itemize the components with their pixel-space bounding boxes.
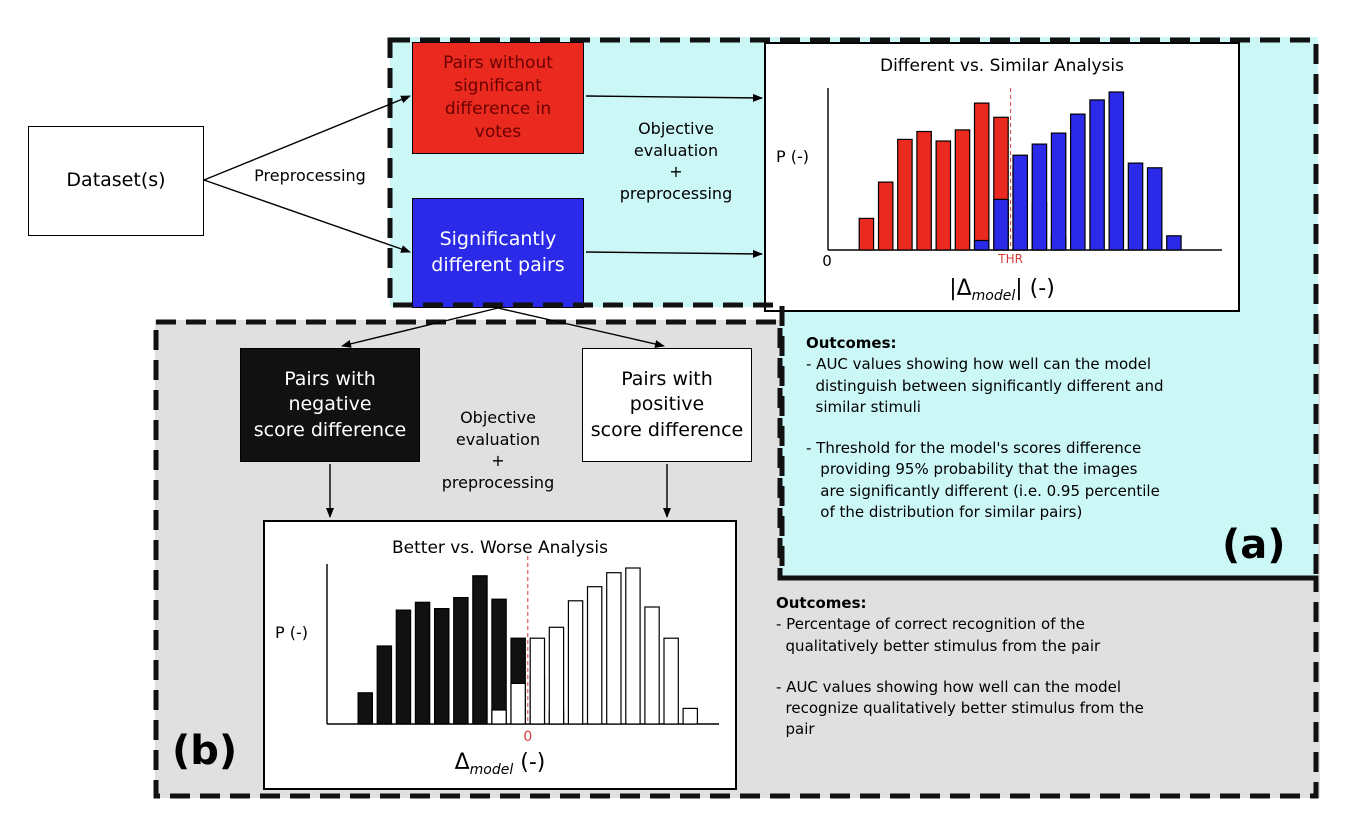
positive-score-pairs-node: Pairs with positive score difference: [582, 348, 752, 462]
outcomes-b: Outcomes: - Percentage of correct recogn…: [776, 593, 1296, 741]
arrow-dataset-to-sig: [203, 179, 411, 253]
significantly-different-pairs-node: Significantly different pairs: [412, 198, 584, 308]
chart-a-ylabel: P (-): [776, 147, 809, 166]
chart-a-title: Different vs. Similar Analysis: [880, 56, 1124, 76]
different-vs-similar-chart: Different vs. Similar Analysis P (-) 0 T…: [776, 56, 1222, 304]
outcomes-b-item-1: - Percentage of correct recognition of t…: [776, 615, 1101, 655]
chart-a-bar: [973, 102, 990, 251]
preprocessing-label: Preprocessing: [254, 166, 366, 185]
chart-b-bar: [663, 637, 679, 725]
chart-a-bar: [858, 217, 875, 251]
chart-a-bar: [1070, 113, 1086, 251]
chart-a-bar: [1166, 235, 1182, 251]
chart-b-xlabel-tail: (-): [513, 750, 545, 775]
pos-pairs-label: Pairs with positive score difference: [590, 367, 744, 441]
chart-a-bars: [858, 91, 1182, 251]
chart-b-bar: [548, 626, 565, 725]
chart-a-bar: [935, 140, 952, 251]
chart-b-bar: [453, 596, 469, 725]
chart-a-origin-label: 0: [822, 252, 832, 270]
chart-b-bar: [625, 567, 641, 725]
objective-evaluation-label-b: Objective evaluation + preprocessing: [441, 408, 555, 492]
chart-a-xlabel-main: |Δ: [949, 276, 971, 301]
chart-a-xlabel-tail: | (-): [1015, 276, 1055, 301]
chart-b-bar: [586, 586, 603, 725]
chart-a-threshold-label: THR: [997, 252, 1023, 266]
region-b-tag: (b): [172, 728, 238, 774]
sig-pairs-label: Significantly different pairs: [431, 228, 565, 276]
chart-b-bar: [414, 601, 431, 725]
chart-b-xlabel-subscript: model: [470, 762, 514, 778]
region-a-tag: (a): [1222, 522, 1286, 568]
chart-a-bar: [1127, 162, 1144, 251]
chart-b-bar: [376, 645, 393, 725]
better-vs-worse-chart-panel: Better vs. Worse Analysis P (-) 0 Δmodel…: [263, 520, 737, 790]
chart-a-bar: [973, 239, 990, 251]
chart-a-bar: [1108, 91, 1125, 251]
chart-b-bar: [529, 637, 546, 725]
chart-a-bar: [1012, 154, 1028, 251]
outcomes-a-item-2: - Threshold for the model's scores diffe…: [806, 439, 1160, 522]
chart-a-bar: [877, 181, 894, 251]
better-vs-worse-chart: Better vs. Worse Analysis P (-) 0 Δmodel…: [275, 538, 719, 778]
dataset-label: Dataset(s): [66, 169, 166, 192]
chart-b-bar: [357, 692, 373, 725]
chart-a-xlabel: |Δmodel| (-): [949, 276, 1055, 304]
chart-b-xlabel-main: Δ: [455, 750, 470, 775]
chart-b-ylabel: P (-): [275, 623, 308, 642]
outcomes-b-heading: Outcomes:: [776, 594, 867, 612]
dataset-node: Dataset(s): [28, 126, 204, 236]
chart-a-bar: [1031, 143, 1048, 251]
outcomes-b-item-2: - AUC values showing how well can the mo…: [776, 677, 1144, 739]
chart-a-bar: [1089, 99, 1105, 251]
chart-a-bar: [1146, 167, 1163, 251]
pairs-without-significant-difference-node: Pairs without significant difference in …: [412, 42, 584, 154]
chart-a-bar: [916, 130, 932, 251]
negative-score-pairs-node: Pairs with negative score difference: [240, 348, 420, 462]
chart-b-zero-label: 0: [523, 729, 532, 745]
chart-b-bar: [606, 572, 622, 725]
chart-b-title: Better vs. Worse Analysis: [392, 538, 608, 558]
chart-a-xlabel-subscript: model: [972, 288, 1016, 304]
no-sig-pairs-label: Pairs without significant difference in …: [443, 53, 553, 142]
outcomes-a: Outcomes: - AUC values showing how well …: [806, 333, 1306, 523]
chart-a-bar: [993, 198, 1009, 251]
objective-evaluation-label-a: Objective evaluation + preprocessing: [619, 119, 733, 203]
chart-a-bar: [954, 129, 971, 251]
outcomes-a-item-1: - AUC values showing how well can the mo…: [806, 355, 1164, 416]
chart-b-bar: [472, 575, 488, 725]
chart-b-bar: [395, 609, 412, 725]
chart-b-xlabel: Δmodel (-): [455, 750, 546, 778]
chart-b-bar: [682, 707, 699, 725]
chart-a-bar: [897, 138, 913, 251]
chart-a-bar: [1050, 132, 1067, 251]
chart-b-bar: [434, 607, 450, 725]
chart-b-bar: [491, 709, 507, 725]
chart-b-bar: [567, 600, 584, 725]
neg-pairs-label: Pairs with negative score difference: [253, 367, 407, 441]
outcomes-a-heading: Outcomes:: [806, 334, 897, 352]
different-vs-similar-chart-panel: Different vs. Similar Analysis P (-) 0 T…: [764, 42, 1240, 312]
chart-b-bar: [644, 606, 660, 725]
chart-b-bar: [510, 682, 526, 725]
chart-b-bar: [491, 598, 507, 725]
